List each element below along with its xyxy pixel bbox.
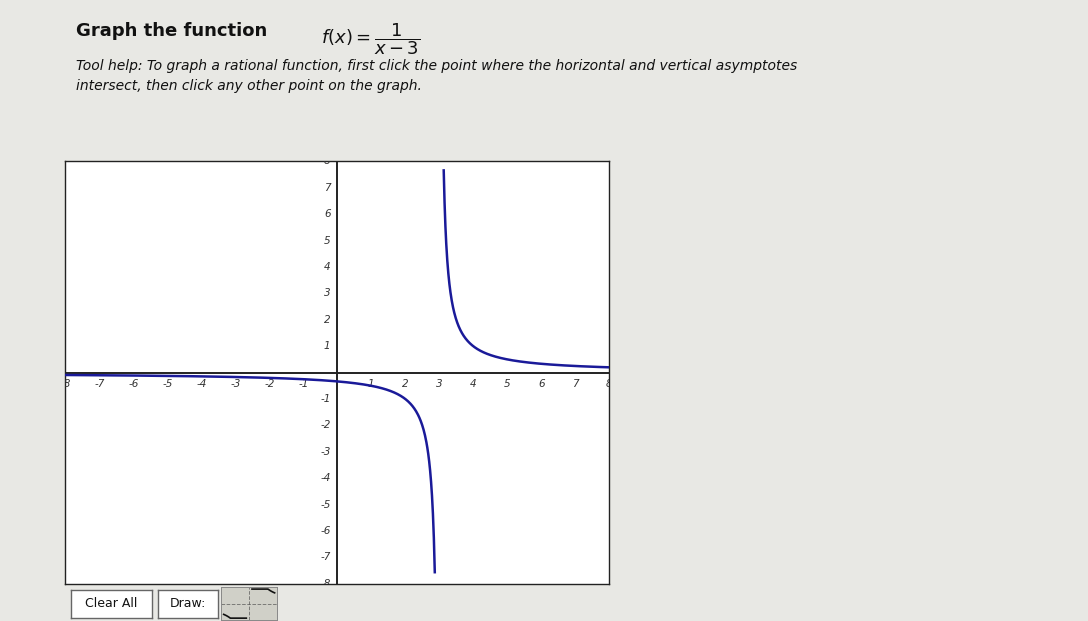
Text: 6: 6 <box>537 379 545 389</box>
Text: Graph the function: Graph the function <box>76 22 274 40</box>
Text: -5: -5 <box>162 379 173 389</box>
Text: 8: 8 <box>606 379 613 389</box>
Text: Clear All: Clear All <box>85 597 138 610</box>
Text: -4: -4 <box>196 379 207 389</box>
Text: -8: -8 <box>60 379 71 389</box>
Text: 7: 7 <box>572 379 579 389</box>
Text: 1: 1 <box>324 341 331 351</box>
Text: 2: 2 <box>401 379 409 389</box>
Text: 1: 1 <box>368 379 374 389</box>
Text: 2: 2 <box>324 315 331 325</box>
Text: intersect, then click any other point on the graph.: intersect, then click any other point on… <box>76 79 422 94</box>
Text: 6: 6 <box>324 209 331 219</box>
Text: -2: -2 <box>320 420 331 430</box>
Text: 7: 7 <box>324 183 331 193</box>
Text: -1: -1 <box>320 394 331 404</box>
Text: 3: 3 <box>436 379 443 389</box>
Text: 4: 4 <box>470 379 477 389</box>
Text: -8: -8 <box>320 579 331 589</box>
Text: 5: 5 <box>504 379 510 389</box>
Text: 4: 4 <box>324 262 331 272</box>
Text: 3: 3 <box>324 288 331 299</box>
Text: -5: -5 <box>320 499 331 510</box>
Text: $f(x) = \dfrac{1}{x-3}$: $f(x) = \dfrac{1}{x-3}$ <box>321 22 420 57</box>
Text: -1: -1 <box>298 379 309 389</box>
Text: -6: -6 <box>320 526 331 536</box>
Text: -7: -7 <box>94 379 104 389</box>
Text: -2: -2 <box>264 379 274 389</box>
Text: 5: 5 <box>324 235 331 246</box>
Text: -7: -7 <box>320 552 331 563</box>
Text: Draw:: Draw: <box>170 597 206 610</box>
Text: -4: -4 <box>320 473 331 483</box>
Text: 8: 8 <box>324 156 331 166</box>
Text: Tool help: To graph a rational function, first click the point where the horizon: Tool help: To graph a rational function,… <box>76 59 798 73</box>
Text: -3: -3 <box>320 446 331 457</box>
Text: -3: -3 <box>230 379 240 389</box>
Text: -6: -6 <box>128 379 138 389</box>
